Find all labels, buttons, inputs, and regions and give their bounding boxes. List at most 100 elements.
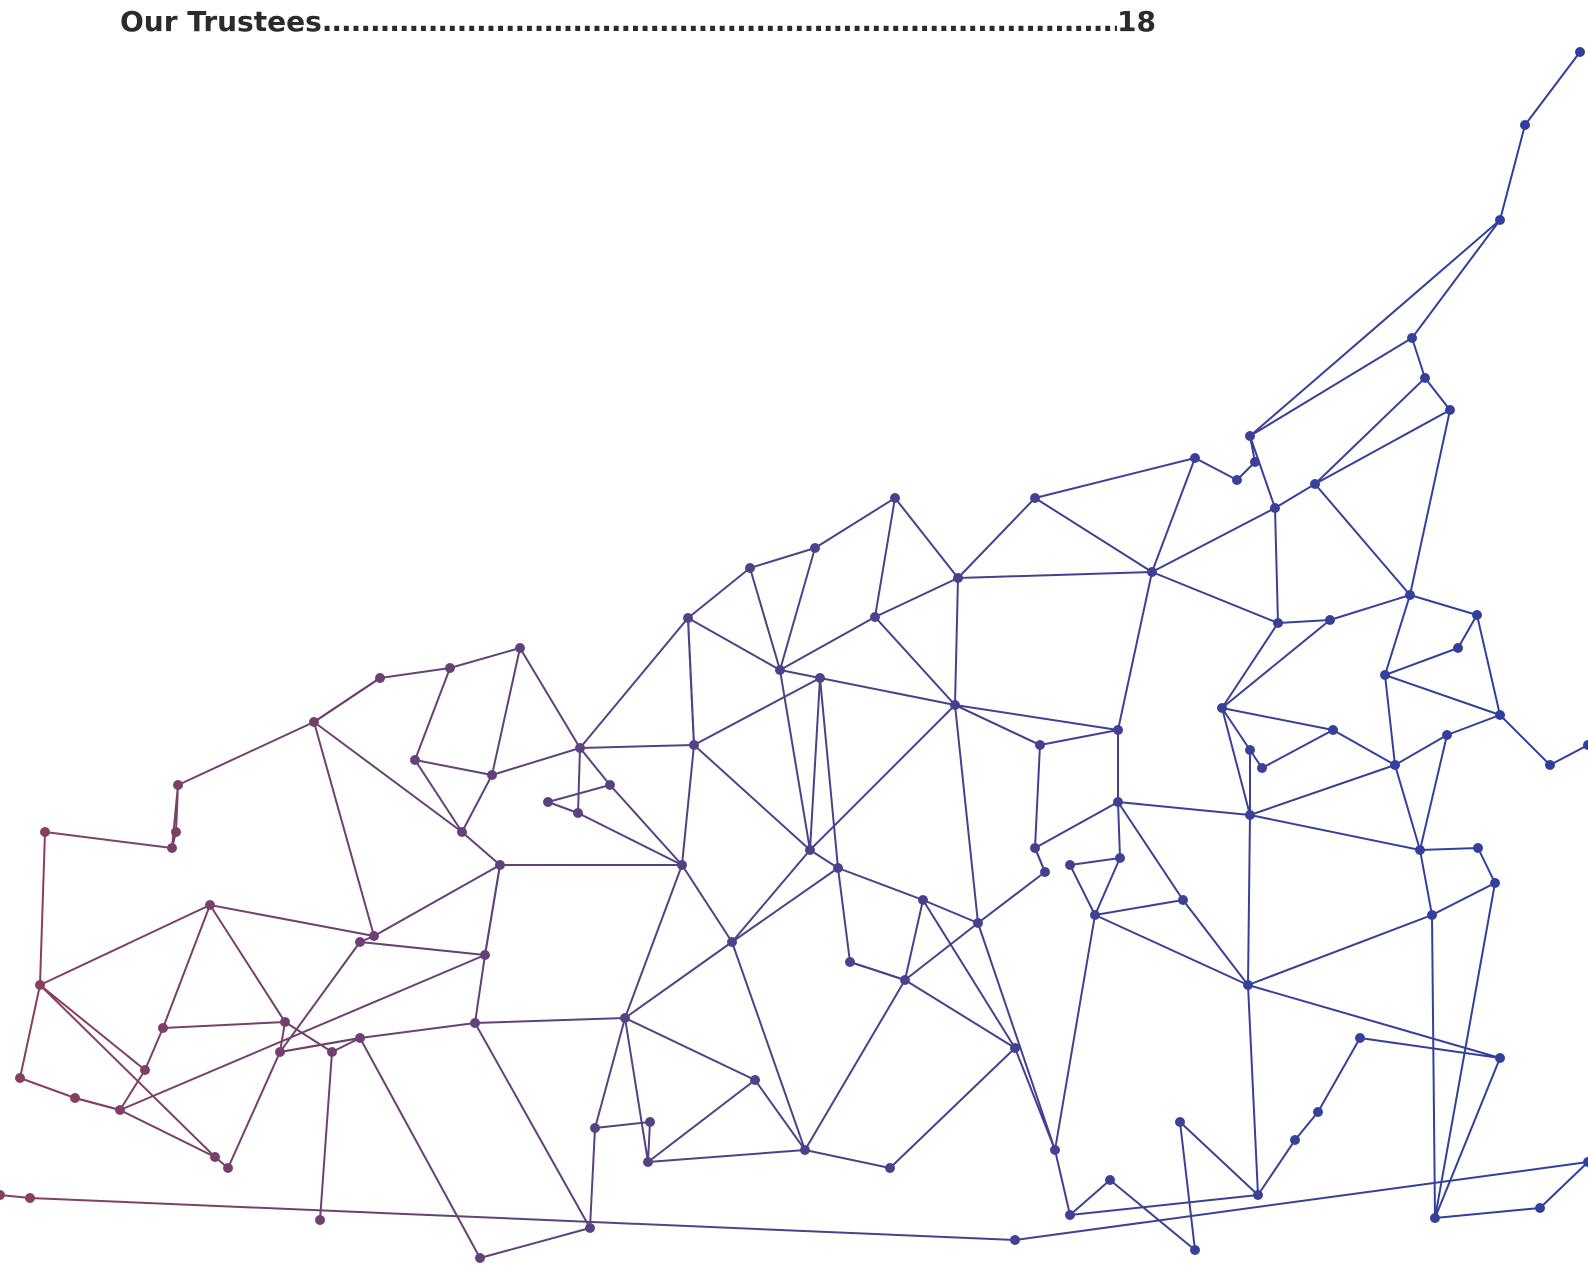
- network-edge: [449, 647, 521, 669]
- network-edge: [731, 867, 839, 943]
- toc-page-number: 18: [1117, 5, 1156, 38]
- network-edge: [19, 984, 41, 1079]
- network-edge: [1314, 377, 1426, 485]
- network-edge: [1034, 744, 1041, 849]
- network-node: [1472, 610, 1482, 620]
- network-edge: [39, 984, 146, 1071]
- network-edge: [1524, 51, 1581, 126]
- network-edge: [379, 667, 451, 679]
- network-edge: [1247, 814, 1251, 986]
- network-node: [543, 797, 553, 807]
- network-node: [1040, 867, 1050, 877]
- network-edge: [1434, 1207, 1541, 1219]
- network-node: [1583, 740, 1588, 750]
- network-node: [1495, 710, 1505, 720]
- network-edge: [1249, 337, 1413, 437]
- network-node: [800, 1145, 810, 1155]
- toc-entry-our-trustees[interactable]: Our Trustees ...........................…: [120, 2, 1156, 42]
- network-edge: [284, 1021, 333, 1053]
- network-edge: [693, 744, 811, 851]
- network-edge: [814, 497, 896, 549]
- network-node: [775, 665, 785, 675]
- network-edge: [474, 1017, 626, 1024]
- network-node: [1147, 567, 1157, 577]
- network-edge: [0, 1194, 31, 1199]
- network-edge: [519, 647, 581, 749]
- network-node: [1430, 1213, 1440, 1223]
- network-edge: [1359, 1037, 1501, 1059]
- network-edge: [359, 941, 486, 956]
- network-edge: [624, 864, 683, 1019]
- network-edge: [904, 899, 924, 981]
- network-node: [171, 827, 181, 837]
- network-edge: [1249, 219, 1501, 437]
- network-edge: [144, 1027, 164, 1071]
- network-node: [683, 613, 693, 623]
- network-node: [410, 755, 420, 765]
- network-node: [643, 1157, 653, 1167]
- network-edge: [1477, 847, 1496, 884]
- network-edge: [1394, 764, 1421, 851]
- network-edge: [39, 831, 46, 986]
- network-node: [355, 1033, 365, 1043]
- network-edge: [74, 1097, 121, 1111]
- network-node: [575, 743, 585, 753]
- network-edge: [1419, 847, 1479, 851]
- network-edge: [577, 812, 683, 866]
- network-edge: [1261, 729, 1334, 769]
- network-edge: [319, 1051, 333, 1221]
- network-edge: [589, 1127, 596, 1229]
- network-edge: [894, 497, 959, 579]
- network-node: [590, 1123, 600, 1133]
- network-edge: [1247, 984, 1259, 1196]
- network-edge: [693, 677, 821, 746]
- network-edge: [1094, 899, 1184, 916]
- network-edge: [804, 979, 906, 1151]
- network-edge: [1384, 674, 1501, 716]
- network-edge: [837, 867, 851, 963]
- network-node: [573, 808, 583, 818]
- network-edge: [1394, 734, 1448, 766]
- network-edge: [1039, 729, 1119, 746]
- network-edge: [849, 961, 906, 981]
- network-node: [833, 863, 843, 873]
- network-node: [487, 770, 497, 780]
- network-edge: [171, 784, 179, 849]
- network-node: [115, 1105, 125, 1115]
- network-edge: [779, 669, 821, 679]
- network-edge: [1274, 507, 1279, 624]
- network-edge: [1409, 594, 1478, 616]
- network-node: [1445, 405, 1455, 415]
- network-edge: [39, 984, 216, 1158]
- network-edge: [1069, 857, 1121, 866]
- network-edge: [1411, 337, 1426, 379]
- network-node: [223, 1163, 233, 1173]
- network-node: [1113, 797, 1123, 807]
- network-edge: [687, 617, 781, 671]
- network-node: [375, 673, 385, 683]
- network-node: [953, 573, 963, 583]
- network-edge: [209, 904, 375, 937]
- network-node: [750, 1075, 760, 1085]
- network-edge: [579, 747, 611, 786]
- network-edge: [579, 744, 695, 749]
- network-edge: [279, 941, 361, 1053]
- network-node: [1290, 1135, 1300, 1145]
- network-node: [1030, 843, 1040, 853]
- network-edge: [749, 547, 816, 569]
- network-node: [167, 843, 177, 853]
- network-node: [677, 860, 687, 870]
- network-edge: [977, 922, 1056, 1151]
- network-edge: [313, 677, 381, 723]
- network-node: [1065, 860, 1075, 870]
- network-edge: [1182, 899, 1249, 986]
- network-edge: [957, 497, 1036, 579]
- network-node: [1190, 453, 1200, 463]
- network-node: [1495, 215, 1505, 225]
- network-edge: [414, 759, 463, 833]
- network-edge: [1179, 1121, 1196, 1251]
- network-node: [645, 1117, 655, 1127]
- network-edge: [1384, 674, 1396, 766]
- network-node: [950, 700, 960, 710]
- network-node: [1575, 47, 1585, 57]
